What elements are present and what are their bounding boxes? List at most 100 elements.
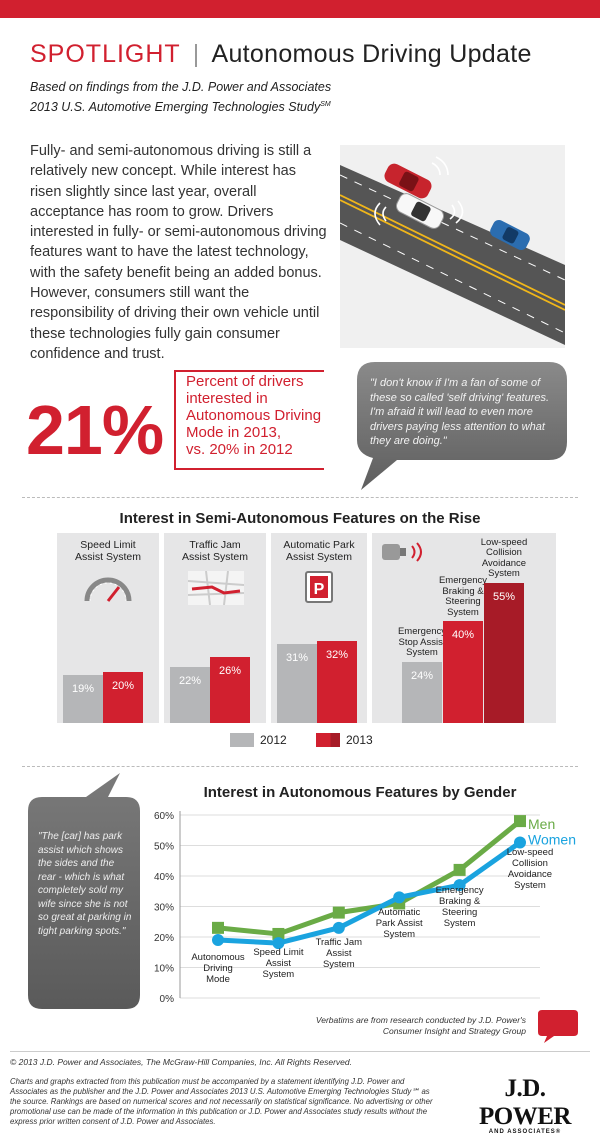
top-accent-bar bbox=[0, 0, 600, 18]
stat-description: Percent of drivers interested in Autonom… bbox=[186, 373, 336, 458]
stat-line: interested in bbox=[186, 390, 268, 407]
category-label: System bbox=[444, 918, 476, 929]
panel-label-line: Assist System bbox=[182, 551, 248, 563]
stat-line: Autonomous Driving bbox=[186, 407, 322, 424]
legend-label-women: Women bbox=[528, 831, 576, 847]
svg-text:P: P bbox=[314, 581, 325, 598]
category-label: System bbox=[383, 929, 415, 940]
service-mark: SM bbox=[320, 101, 331, 108]
section-divider bbox=[22, 766, 578, 767]
bar-value-label: 31% bbox=[285, 651, 309, 664]
panel-label: Speed Limit Assist System bbox=[57, 539, 159, 563]
category-label: System bbox=[323, 959, 355, 970]
quote-bubble-icon bbox=[357, 362, 567, 490]
women-point bbox=[332, 921, 345, 934]
category-label: Park Assist bbox=[376, 918, 423, 929]
bar-value-label: 26% bbox=[218, 664, 242, 677]
category-label: Emergency bbox=[436, 885, 484, 896]
men-point bbox=[514, 815, 526, 828]
subtitle-line-2: 2013 U.S. Automotive Emerging Technologi… bbox=[30, 100, 321, 115]
category-label: Mode bbox=[206, 974, 230, 985]
footer-divider bbox=[10, 1051, 590, 1052]
bar-value-label: 24% bbox=[410, 669, 434, 682]
category-label: Automatic bbox=[378, 907, 420, 918]
section-divider bbox=[22, 497, 578, 498]
category-label: Low-speed bbox=[507, 847, 553, 858]
disclaimer: Charts and graphs extracted from this pu… bbox=[10, 1077, 433, 1126]
red-car-icon bbox=[384, 163, 432, 199]
legend-swatch-2012 bbox=[230, 733, 254, 747]
category-label: System bbox=[514, 880, 546, 891]
women-point bbox=[453, 879, 466, 892]
collision-bar-category-label: Low-speed Collision Avoidance System bbox=[480, 536, 528, 580]
speedometer-icon bbox=[84, 577, 132, 602]
category-label: Speed Limit bbox=[253, 947, 304, 958]
bar-value-label: 22% bbox=[178, 674, 202, 687]
blue-car-icon bbox=[490, 219, 530, 251]
legend-label-men: Men bbox=[528, 816, 555, 832]
chat-bubble-icon bbox=[538, 1010, 578, 1043]
men-point bbox=[453, 863, 466, 876]
y-tick-label: 60% bbox=[154, 811, 174, 822]
series-line-men bbox=[217, 819, 522, 937]
panel-label-line: Assist System bbox=[286, 551, 352, 563]
y-tick-label: 0% bbox=[160, 994, 175, 1005]
panel-label-line: Assist System bbox=[75, 551, 141, 563]
bar-chart-title: Interest in Semi-Autonomous Features on … bbox=[119, 510, 481, 527]
verbatim-line: Verbatims are from research conducted by… bbox=[315, 1015, 526, 1025]
y-tick-label: 40% bbox=[154, 872, 174, 883]
category-label: Assist bbox=[266, 958, 292, 969]
panel-label-line: Automatic Park bbox=[283, 539, 355, 551]
panel-label: Automatic Park Assist System bbox=[271, 539, 367, 563]
category-label: Traffic Jam bbox=[316, 937, 363, 948]
series-line-women bbox=[217, 840, 522, 946]
category-label: Avoidance bbox=[508, 869, 552, 880]
men-point bbox=[272, 927, 285, 940]
women-point bbox=[514, 836, 526, 849]
stat-line: Percent of drivers bbox=[186, 373, 304, 390]
panel-label-line: Traffic Jam bbox=[189, 539, 241, 551]
bar-2012: 19% bbox=[63, 674, 103, 723]
title-separator: | bbox=[192, 40, 200, 68]
intro-paragraph: Fully- and semi-autonomous driving is st… bbox=[30, 143, 327, 362]
verbatim-note: Verbatims are from research conducted by… bbox=[280, 1015, 526, 1037]
collision-bar-category-label: Emergency Braking & Steering System bbox=[438, 575, 488, 618]
quote-1-text: "I don't know if I'm a fan of some of th… bbox=[370, 377, 550, 447]
bar-2013: 26% bbox=[210, 656, 250, 723]
legend-label-2012: 2012 bbox=[260, 733, 287, 747]
category-label: Autonomous bbox=[191, 952, 245, 963]
page-title: SPOTLIGHT | Autonomous Driving Update bbox=[30, 40, 532, 69]
women-point bbox=[272, 937, 285, 950]
bar-collision: 24% bbox=[402, 661, 442, 723]
bar-legend: 2012 2013 bbox=[226, 730, 386, 750]
collision-sensor-icon bbox=[382, 542, 422, 562]
legend-swatch-2013 bbox=[316, 733, 340, 747]
category-label: Braking & bbox=[439, 896, 481, 907]
bar-2013: 32% bbox=[317, 641, 357, 723]
men-point bbox=[332, 906, 345, 919]
sensor-waves-icon bbox=[374, 156, 464, 226]
collision-bar-category-label: Emergency Stop Assist System bbox=[397, 626, 447, 659]
bar-value-label: 19% bbox=[71, 682, 95, 695]
subtitle: Based on findings from the J.D. Power an… bbox=[30, 78, 410, 116]
stat-line: Mode in 2013, bbox=[186, 424, 282, 441]
logo-wordmark: J.D. POWER bbox=[479, 1075, 571, 1130]
bar-value-label: 32% bbox=[325, 649, 349, 662]
verbatim-line: Consumer Insight and Strategy Group bbox=[382, 1026, 526, 1036]
y-tick-label: 10% bbox=[154, 964, 174, 975]
line-chart-title: Interest in Autonomous Features by Gende… bbox=[203, 784, 517, 801]
big-stat-value: 21% bbox=[26, 391, 164, 469]
men-point bbox=[212, 921, 224, 934]
traffic-jam-map-icon bbox=[188, 571, 244, 605]
y-tick-label: 50% bbox=[154, 842, 174, 853]
spotlight-label: SPOTLIGHT bbox=[30, 40, 181, 68]
category-label: Assist bbox=[326, 948, 352, 959]
category-label: Collision bbox=[512, 858, 548, 869]
subtitle-line-1: Based on findings from the J.D. Power an… bbox=[30, 80, 332, 94]
jd-power-logo: J.D. POWER AND ASSOCIATES® bbox=[470, 1075, 580, 1135]
legend-label-2013: 2013 bbox=[346, 733, 373, 747]
category-label: Driving bbox=[203, 963, 233, 974]
panel-label: Traffic Jam Assist System bbox=[164, 539, 266, 563]
parking-sign-icon: P bbox=[305, 571, 333, 603]
